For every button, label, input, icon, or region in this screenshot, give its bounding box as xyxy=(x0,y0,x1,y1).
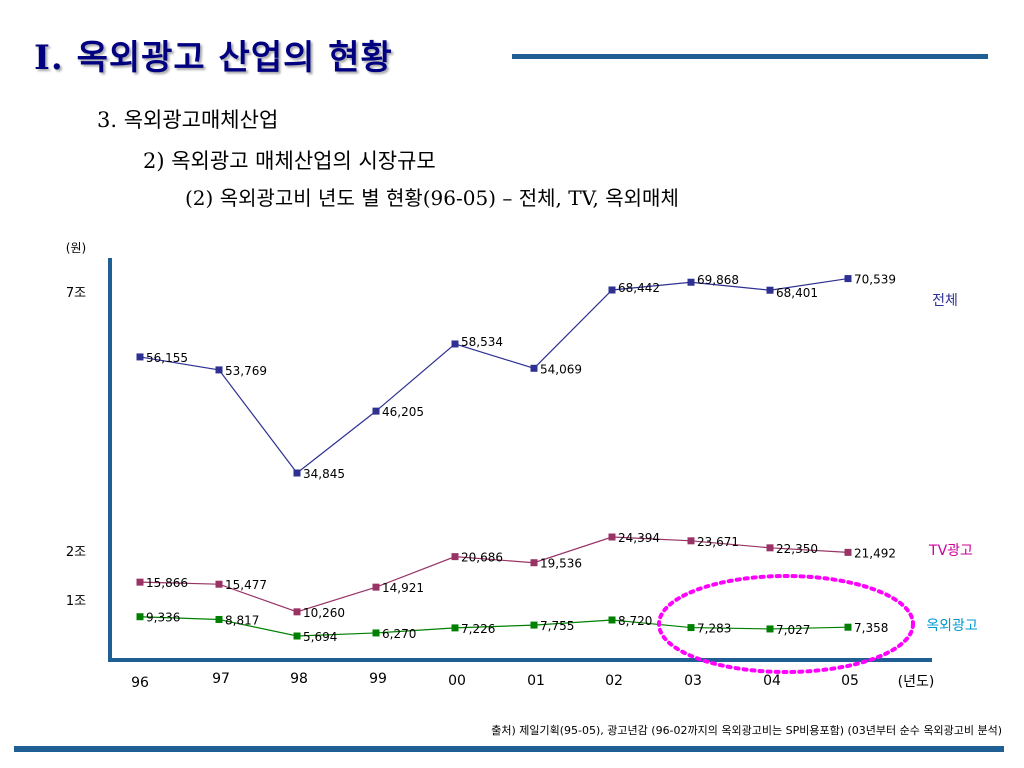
data-point-marker xyxy=(372,629,380,637)
slide-title: I. 옥외광고 산업의 현황 xyxy=(34,38,393,78)
data-value-label: 7,283 xyxy=(697,622,731,636)
data-point-marker xyxy=(687,624,695,632)
y-axis-unit-label: (원) xyxy=(66,241,86,255)
data-point-marker xyxy=(530,621,538,629)
x-tick-label: 04 xyxy=(763,673,781,689)
data-point-marker xyxy=(608,616,616,624)
subsection-heading: 2) 옥외광고 매체산업의 시장규모 xyxy=(143,149,436,173)
data-value-label: 23,671 xyxy=(697,535,739,549)
data-point-marker xyxy=(451,553,459,561)
data-point-marker xyxy=(293,632,301,640)
data-point-marker xyxy=(215,580,223,588)
data-value-label: 46,205 xyxy=(382,405,424,419)
data-value-label: 56,155 xyxy=(146,351,188,365)
y-tick-label: 2조 xyxy=(66,545,86,560)
series-name-label: TV광고 xyxy=(928,543,973,559)
data-point-marker xyxy=(766,544,774,552)
data-point-marker xyxy=(136,353,144,361)
data-point-marker xyxy=(530,559,538,567)
section-heading: 3. 옥외광고매체산업 xyxy=(97,108,279,132)
data-point-marker xyxy=(136,613,144,621)
data-value-label: 15,866 xyxy=(146,576,188,590)
x-tick-label: 00 xyxy=(448,673,466,689)
data-value-label: 7,226 xyxy=(461,622,495,636)
data-point-marker xyxy=(844,548,852,556)
x-tick-label: 99 xyxy=(369,671,387,687)
data-point-marker xyxy=(372,583,380,591)
data-point-marker xyxy=(844,623,852,631)
x-tick-label: 96 xyxy=(131,675,149,691)
data-value-label: 70,539 xyxy=(854,273,896,287)
data-point-marker xyxy=(372,407,380,415)
series-line-2 xyxy=(139,536,849,613)
data-value-label: 8,720 xyxy=(618,614,652,628)
source-note: 출처) 제일기획(95-05), 광고년감 (96-02까지의 옥외광고비는 S… xyxy=(491,724,1002,737)
x-tick-label: 05 xyxy=(841,673,859,689)
series-name-label: 전체 xyxy=(932,293,958,309)
data-value-label: 5,694 xyxy=(303,630,337,644)
data-point-marker xyxy=(608,286,616,294)
x-tick-label: 97 xyxy=(212,671,230,687)
data-point-marker xyxy=(451,624,459,632)
data-value-label: 10,260 xyxy=(303,606,345,620)
data-value-label: 7,027 xyxy=(776,623,810,637)
y-tick-label: 7조 xyxy=(66,286,86,301)
data-point-marker xyxy=(530,364,538,372)
data-point-marker xyxy=(136,578,144,586)
data-point-marker xyxy=(293,608,301,616)
data-value-label: 15,477 xyxy=(225,578,267,592)
bottom-rule xyxy=(14,746,1004,752)
data-value-label: 24,394 xyxy=(618,531,660,545)
data-value-label: 34,845 xyxy=(303,467,345,481)
data-value-label: 68,442 xyxy=(618,281,660,295)
data-value-label: 7,358 xyxy=(854,621,888,635)
data-point-marker xyxy=(766,625,774,633)
series-line-1 xyxy=(139,277,849,474)
data-point-marker xyxy=(687,537,695,545)
data-value-label: 6,270 xyxy=(382,627,416,641)
data-point-marker xyxy=(608,533,616,541)
data-value-label: 14,921 xyxy=(382,581,424,595)
highlight-ellipse xyxy=(657,574,915,674)
x-tick-label: 01 xyxy=(527,673,545,689)
data-value-label: 9,336 xyxy=(146,611,180,625)
data-value-label: 8,817 xyxy=(225,613,259,627)
series-line-3 xyxy=(139,616,849,637)
data-value-label: 19,536 xyxy=(540,557,582,571)
data-point-marker xyxy=(293,469,301,477)
x-tick-label: 98 xyxy=(290,671,308,687)
data-value-label: 21,492 xyxy=(854,546,896,560)
data-point-marker xyxy=(766,286,774,294)
x-tick-label: 03 xyxy=(684,673,702,689)
data-point-marker xyxy=(215,366,223,374)
data-value-label: 58,534 xyxy=(461,335,503,349)
data-value-label: 68,401 xyxy=(776,286,818,300)
x-tick-label: 02 xyxy=(605,673,623,689)
data-value-label: 69,868 xyxy=(697,273,739,287)
data-point-marker xyxy=(687,278,695,286)
data-value-label: 54,069 xyxy=(540,362,582,376)
x-axis-unit-label: (년도) xyxy=(898,674,935,690)
data-value-label: 7,755 xyxy=(540,619,574,633)
data-value-label: 20,686 xyxy=(461,551,503,565)
data-point-marker xyxy=(844,275,852,283)
series-name-label: 옥외광고 xyxy=(926,618,978,634)
data-point-marker xyxy=(215,615,223,623)
title-rule xyxy=(512,54,988,59)
data-value-label: 53,769 xyxy=(225,364,267,378)
data-point-marker xyxy=(451,340,459,348)
data-value-label: 22,350 xyxy=(776,542,818,556)
y-tick-label: 1조 xyxy=(66,594,86,609)
chart-caption: (2) 옥외광고비 년도 별 현황(96-05) – 전체, TV, 옥외매체 xyxy=(185,186,679,210)
